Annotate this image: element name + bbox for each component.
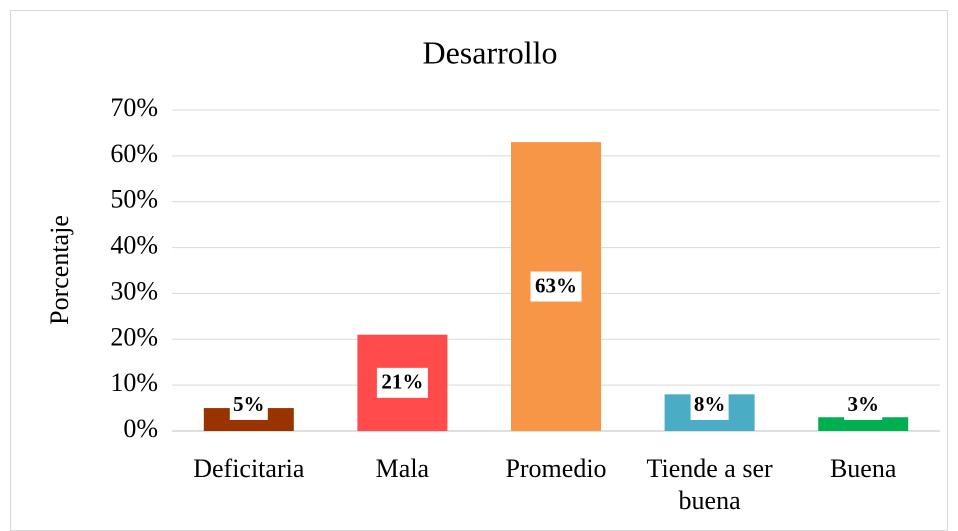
x-tick-label: Tiende a ser buena xyxy=(646,454,773,515)
data-label-box xyxy=(690,390,729,420)
data-label: 5% xyxy=(233,392,265,416)
y-tick-label: 70% xyxy=(110,93,158,122)
data-label-box xyxy=(229,390,268,420)
data-label-box xyxy=(530,271,582,302)
data-label: 8% xyxy=(694,392,726,416)
x-tick-label: Buena xyxy=(829,454,897,483)
y-tick-label: 60% xyxy=(110,139,158,168)
data-label: 21% xyxy=(381,370,423,394)
x-tick-label: Deficitaria xyxy=(193,454,305,483)
data-label-box xyxy=(376,367,428,398)
x-tick-label: Promedio xyxy=(505,454,607,483)
data-label: 63% xyxy=(535,273,577,297)
bar xyxy=(818,417,909,431)
data-label: 3% xyxy=(847,392,879,416)
y-tick-label: 0% xyxy=(123,414,158,443)
y-tick-label: 10% xyxy=(110,368,158,397)
data-label-box xyxy=(844,390,883,420)
y-axis-label: Porcentaje xyxy=(45,215,74,325)
y-tick-label: 30% xyxy=(110,276,158,305)
x-tick-label: Mala xyxy=(375,454,430,483)
y-tick-label: 40% xyxy=(110,231,158,260)
chart-title: Desarrollo xyxy=(422,34,557,70)
y-tick-label: 50% xyxy=(110,185,158,214)
y-tick-label: 20% xyxy=(110,322,158,351)
